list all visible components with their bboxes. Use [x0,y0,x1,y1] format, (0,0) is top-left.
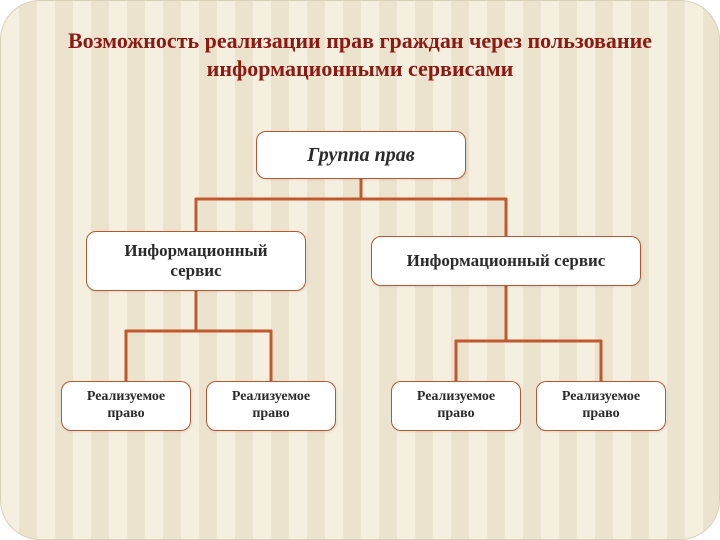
tree-leaf-label: Реализуемое право [547,389,655,423]
tree-leaf-node: Реализуемое право [536,381,666,431]
tree-leaf-label: Реализуемое право [217,389,325,423]
tree-mid-label: Информационный сервис [97,241,295,282]
tree-mid-node: Информационный сервис [86,231,306,291]
slide-title: Возможность реализации прав граждан чере… [61,27,659,82]
tree-leaf-node: Реализуемое право [391,381,521,431]
tree-mid-node: Информационный сервис [371,236,641,286]
tree-leaf-label: Реализуемое право [402,389,510,423]
tree-root-label: Группа прав [307,144,414,167]
tree-leaf-node: Реализуемое право [206,381,336,431]
slide-frame: Возможность реализации прав граждан чере… [0,0,720,540]
tree-leaf-label: Реализуемое право [72,389,180,423]
tree-root-node: Группа прав [256,131,466,179]
tree-mid-label: Информационный сервис [407,251,606,271]
tree-leaf-node: Реализуемое право [61,381,191,431]
